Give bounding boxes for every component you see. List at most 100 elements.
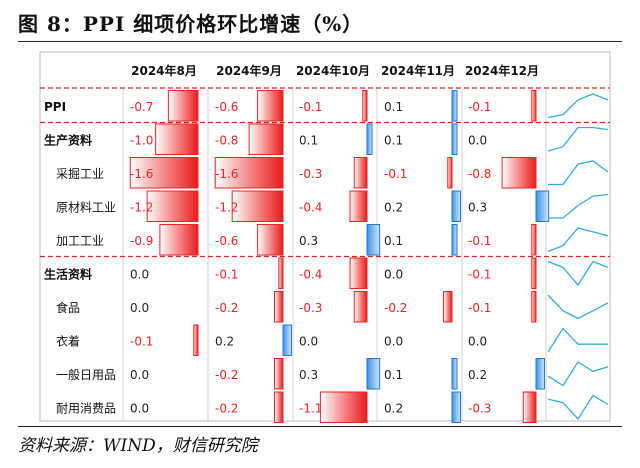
value-bar-positive <box>451 123 458 155</box>
sparkline <box>548 193 609 219</box>
value-bar-positive <box>451 90 458 122</box>
value-label: 0.0 <box>130 301 149 315</box>
value-label: 0.3 <box>468 200 487 214</box>
value-bar-negative <box>214 157 284 189</box>
value-label: -0.3 <box>468 401 491 415</box>
value-label: 0.2 <box>468 368 487 382</box>
value-label: -0.6 <box>215 234 238 248</box>
column-header: 2024年8月 <box>131 63 197 78</box>
value-bar-negative <box>159 224 199 256</box>
value-label: -0.6 <box>215 100 238 114</box>
value-bar-negative <box>248 123 284 155</box>
row-label: 衣着 <box>56 333 80 348</box>
value-bar-negative <box>522 391 537 423</box>
value-label: -0.1 <box>130 334 153 348</box>
value-bar-negative <box>531 224 537 256</box>
value-label: 0.0 <box>468 334 487 348</box>
value-bar-negative <box>349 257 368 289</box>
value-label: -1.6 <box>130 167 153 181</box>
value-label: -0.9 <box>130 234 153 248</box>
value-label: -0.1 <box>468 100 491 114</box>
value-bar-positive <box>366 358 381 390</box>
value-label: -0.1 <box>468 234 491 248</box>
column-header: 2024年10月 <box>296 63 370 78</box>
value-label: -0.2 <box>215 401 238 415</box>
value-bar-negative <box>146 190 199 222</box>
value-bar-positive <box>451 224 458 256</box>
value-label: -0.1 <box>299 100 322 114</box>
value-bar-negative <box>278 257 284 289</box>
value-label: -0.1 <box>215 267 238 281</box>
value-bar-negative <box>531 291 537 323</box>
value-bar-negative <box>274 358 284 390</box>
value-label: 0.1 <box>299 133 318 147</box>
column-header: 2024年9月 <box>216 63 282 78</box>
row-label: 生产资料 <box>44 132 92 147</box>
row-label: 原材料工业 <box>56 200 116 214</box>
row-label: 加工工业 <box>56 234 104 248</box>
sparkline <box>547 126 609 152</box>
source-note: 资料来源：WIND，财信研究院 <box>18 436 258 456</box>
value-label: 0.1 <box>384 100 403 114</box>
value-bar-negative <box>362 90 368 122</box>
value-label: 0.1 <box>384 368 403 382</box>
row-label: 采掘工业 <box>56 166 104 181</box>
row-label: 耐用消费品 <box>56 401 116 415</box>
value-bar-negative <box>447 157 453 189</box>
value-bar-negative <box>167 90 199 122</box>
sparkline <box>547 227 609 253</box>
value-label: -0.4 <box>299 267 322 281</box>
value-label: 0.0 <box>468 133 487 147</box>
value-bar-positive <box>282 324 292 356</box>
sparkline <box>547 260 609 287</box>
value-bar-positive <box>535 358 545 390</box>
value-bar-positive <box>451 391 461 423</box>
value-label: -0.2 <box>215 301 238 315</box>
value-label: -0.8 <box>215 133 238 147</box>
value-label: -0.7 <box>130 100 153 114</box>
row-label: PPI <box>44 100 66 114</box>
value-label: -0.2 <box>215 368 238 382</box>
sparkline <box>547 361 609 387</box>
value-label: -1.2 <box>130 200 153 214</box>
value-label: 0.0 <box>384 267 403 281</box>
value-bar-negative <box>155 123 199 155</box>
value-bar-negative <box>501 157 537 189</box>
column-header: 2024年11月 <box>381 63 455 78</box>
value-bar-negative <box>531 90 537 122</box>
value-label: -0.2 <box>384 301 407 315</box>
value-label: 0.3 <box>299 368 318 382</box>
value-bar-negative <box>443 291 453 323</box>
value-label: 0.0 <box>299 334 318 348</box>
value-label: 0.0 <box>130 368 149 382</box>
value-label: -1.2 <box>215 200 238 214</box>
value-bar-negative <box>231 190 284 222</box>
sparkline <box>547 294 609 320</box>
source-rule <box>18 426 622 427</box>
value-label: -0.1 <box>468 301 491 315</box>
value-bar-negative <box>353 157 368 189</box>
row-label: 生活资料 <box>44 266 92 281</box>
value-bar-negative <box>257 90 284 122</box>
value-bar-positive <box>451 358 458 390</box>
value-bar-negative <box>274 291 284 323</box>
value-label: -1.6 <box>215 167 238 181</box>
value-label: 0.3 <box>299 234 318 248</box>
value-bar-positive <box>451 190 461 222</box>
value-label: 0.2 <box>384 200 403 214</box>
value-label: -0.1 <box>468 267 491 281</box>
row-label: 食品 <box>56 300 80 315</box>
value-bar-positive <box>366 224 381 256</box>
value-label: 0.1 <box>384 234 403 248</box>
value-label: 0.0 <box>130 267 149 281</box>
value-bar-negative <box>274 391 284 423</box>
value-label: -0.4 <box>299 200 322 214</box>
column-header: 2024年12月 <box>465 63 539 78</box>
sparkline <box>547 93 609 119</box>
value-bar-negative <box>531 257 537 289</box>
value-bar-negative <box>353 291 368 323</box>
value-bar-positive <box>366 123 373 155</box>
sparkline <box>547 394 609 421</box>
value-label: -0.1 <box>384 167 407 181</box>
